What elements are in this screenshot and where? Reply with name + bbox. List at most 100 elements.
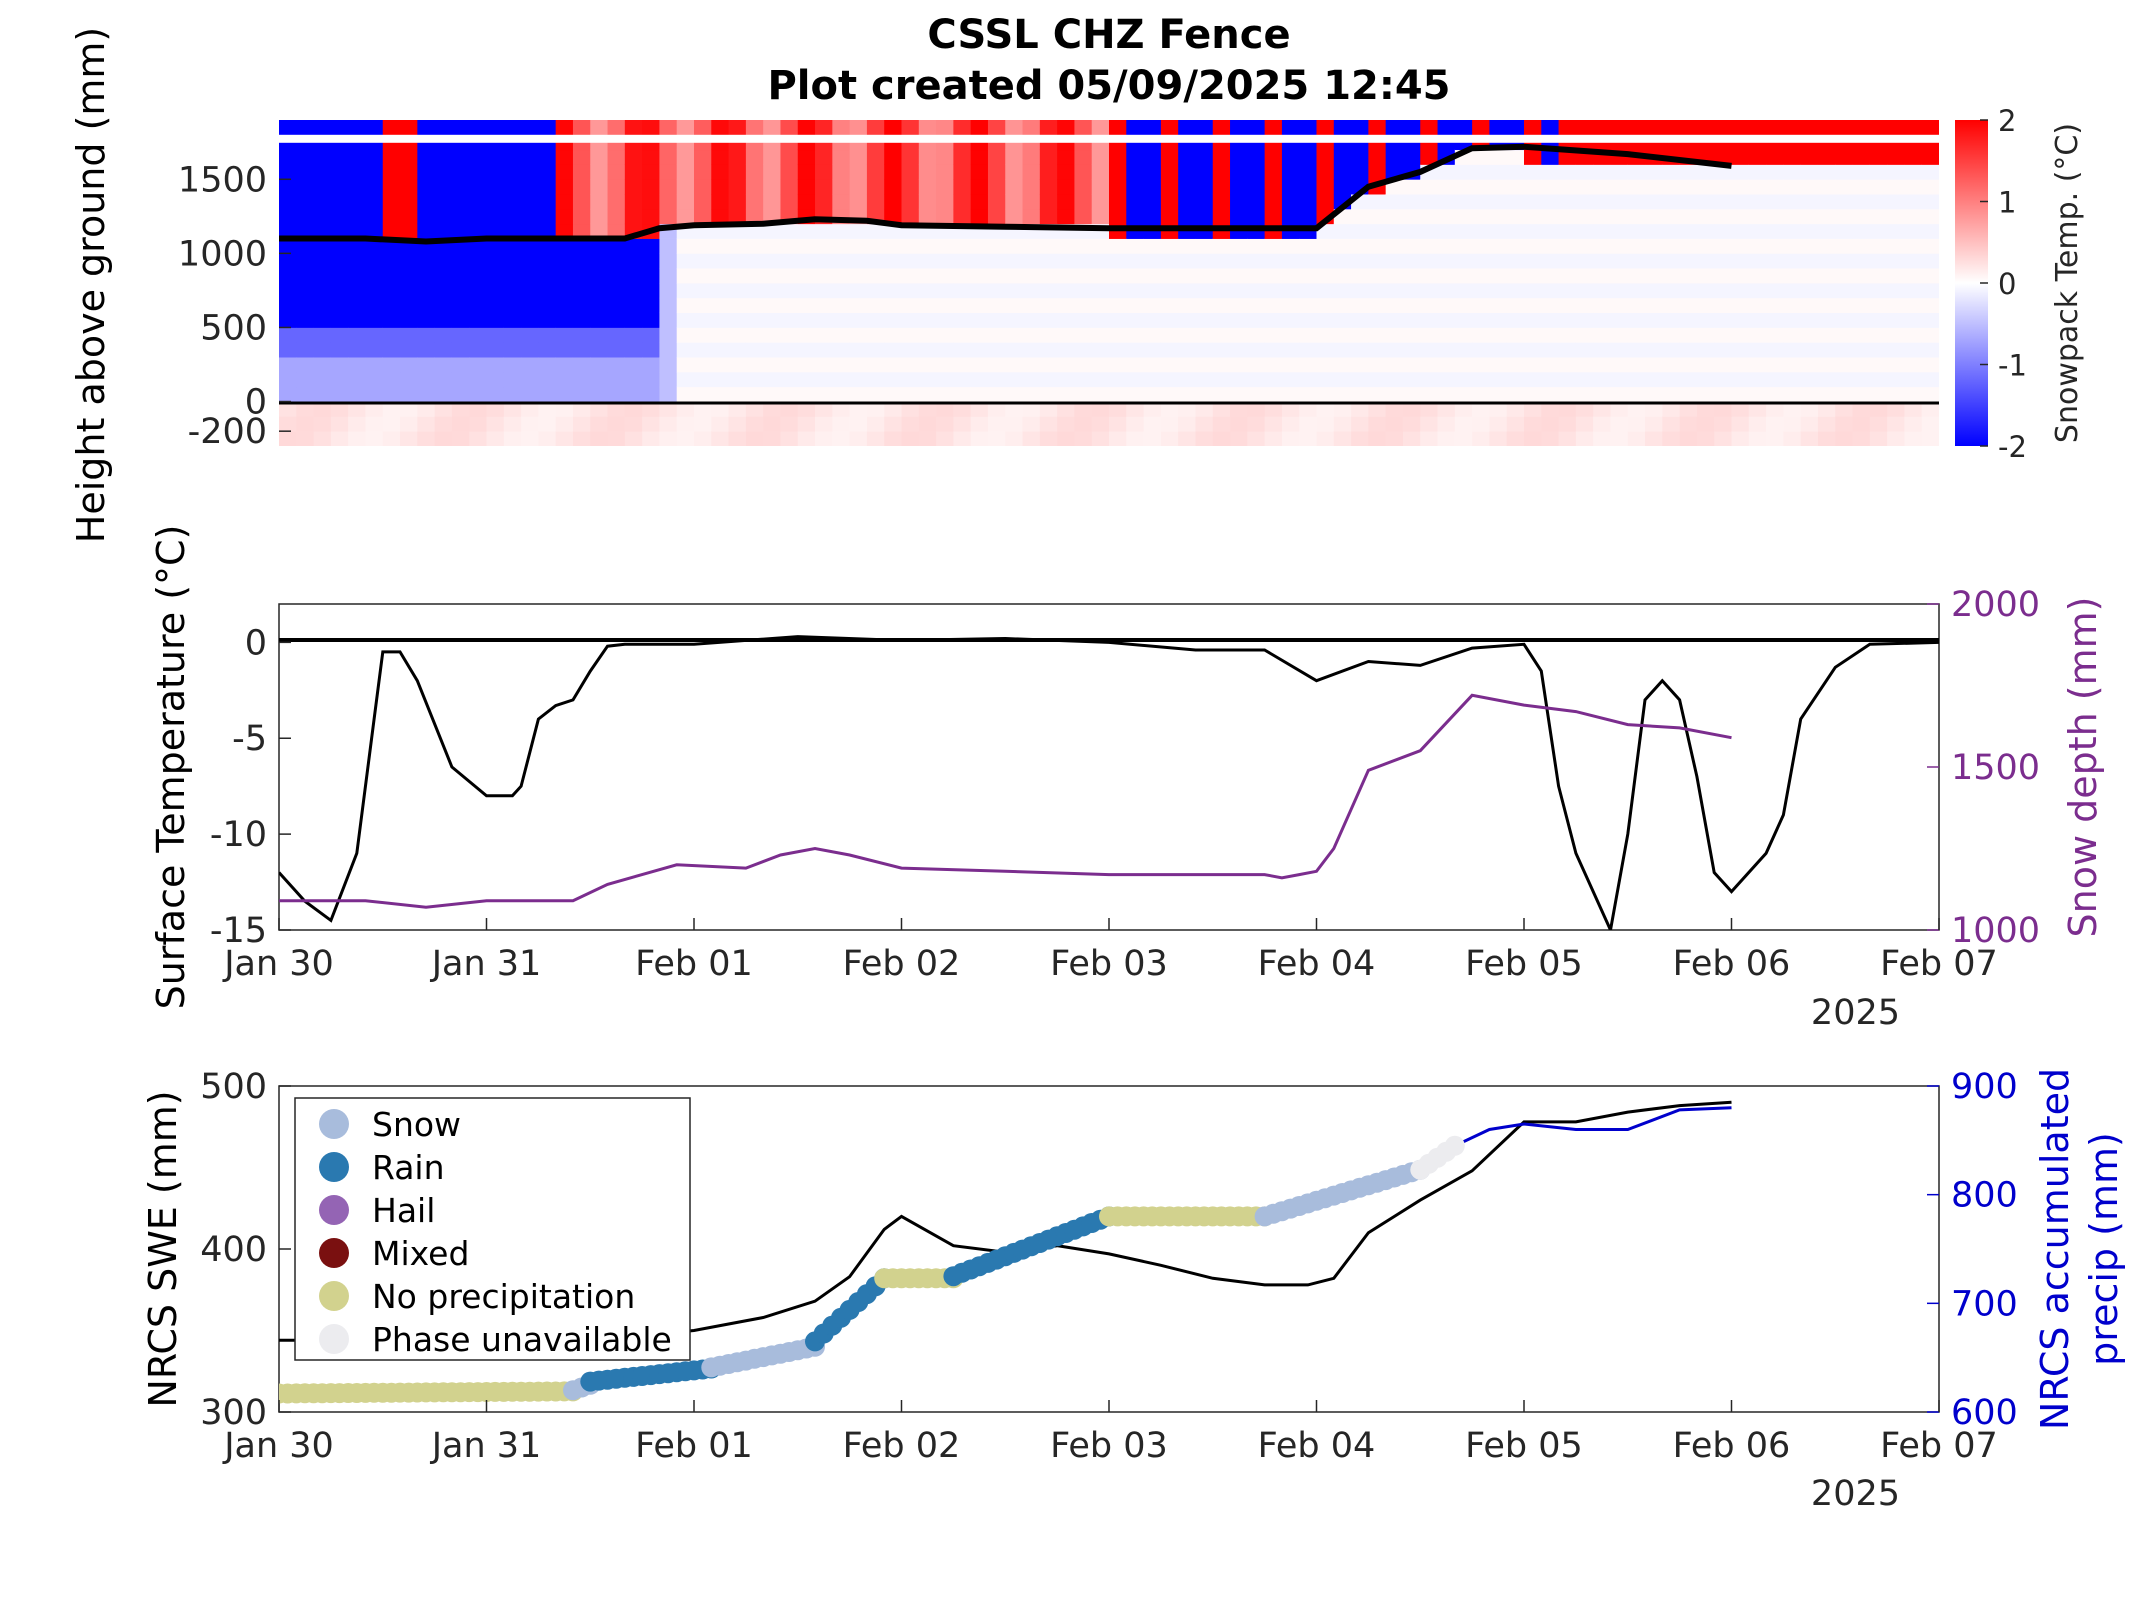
heatmap-cell xyxy=(1662,164,1681,180)
heatmap-cell xyxy=(434,401,453,417)
heatmap-cell xyxy=(382,223,401,239)
heatmap-cell xyxy=(486,120,505,136)
heatmap-cell xyxy=(1022,401,1041,417)
heatmap-cell xyxy=(1437,371,1456,388)
heatmap-cell xyxy=(1558,164,1577,180)
heatmap-cell xyxy=(1022,194,1041,210)
heatmap-cell xyxy=(330,357,349,373)
heatmap-cell xyxy=(1091,297,1110,314)
heatmap-cell xyxy=(1679,401,1698,417)
heatmap-cell xyxy=(330,371,349,388)
heatmap-cell xyxy=(797,194,816,210)
heatmap-cell xyxy=(1212,342,1231,358)
heatmap-cell xyxy=(901,149,920,165)
heatmap-cell xyxy=(694,327,712,343)
heatmap-cell xyxy=(1281,238,1300,254)
heatmap-cell xyxy=(763,120,782,136)
heatmap-cell xyxy=(1506,297,1525,314)
heatmap-cell xyxy=(555,357,574,373)
heatmap-cell xyxy=(970,342,989,358)
heatmap-cell xyxy=(330,386,349,402)
heatmap-cell xyxy=(451,283,470,299)
heatmap-cell xyxy=(1091,431,1110,446)
heatmap-cell xyxy=(434,283,453,299)
heatmap-cell xyxy=(797,223,816,239)
heatmap-cell xyxy=(694,283,712,299)
heatmap-cell xyxy=(555,164,574,180)
heatmap-cell xyxy=(1835,149,1854,165)
heatmap-cell xyxy=(797,268,816,284)
heatmap-cell xyxy=(1074,327,1093,343)
heatmap-cell xyxy=(970,253,989,269)
heatmap-cell xyxy=(918,386,937,402)
heatmap-cell xyxy=(1593,208,1612,225)
heatmap-cell xyxy=(279,179,297,195)
heatmap-cell xyxy=(1178,431,1197,446)
heatmap-cell xyxy=(503,327,522,343)
heatmap-cell xyxy=(1437,312,1456,328)
heatmap-cell xyxy=(780,223,799,239)
heatmap-cell xyxy=(884,386,903,402)
heatmap-cell xyxy=(1299,253,1318,269)
heatmap-cell xyxy=(1299,401,1318,417)
heatmap-cell xyxy=(936,208,954,225)
heatmap-cell xyxy=(1714,342,1733,358)
heatmap-cell xyxy=(1385,357,1404,373)
heatmap-cell xyxy=(1869,253,1888,269)
heatmap-cell xyxy=(1696,342,1715,358)
heatmap-cell xyxy=(296,120,315,136)
heatmap-cell xyxy=(780,253,799,269)
heatmap-cell xyxy=(884,357,903,373)
heatmap-cell xyxy=(469,223,488,239)
heatmap-cell xyxy=(763,371,782,388)
heatmap-cell xyxy=(1869,208,1888,225)
heatmap-cell xyxy=(1420,312,1439,328)
heatmap-cell xyxy=(1731,283,1750,299)
heatmap-cell xyxy=(279,164,297,180)
heatmap-cell xyxy=(503,297,522,314)
temperature-y-tick-label: -5 xyxy=(232,719,267,759)
heatmap-cell xyxy=(987,179,1006,195)
heatmap-cell xyxy=(1748,431,1767,446)
heatmap-cell xyxy=(659,327,678,343)
heatmap-cell xyxy=(1195,268,1214,284)
heatmap-cell xyxy=(296,238,315,254)
heatmap-cell xyxy=(884,371,903,388)
heatmap-cell xyxy=(451,431,470,446)
heatmap-cell xyxy=(330,194,349,210)
heatmap-cell xyxy=(1385,253,1404,269)
heatmap-cell xyxy=(330,283,349,299)
heatmap-cell xyxy=(1351,312,1369,328)
heatmap-cell xyxy=(780,179,799,195)
heatmap-cell xyxy=(1472,149,1491,165)
heatmap-cell xyxy=(866,312,885,328)
heatmap-cell xyxy=(1541,386,1560,402)
heatmap-cell xyxy=(486,342,505,358)
heatmap-cell xyxy=(1575,268,1594,284)
heatmap-cell xyxy=(417,149,436,165)
heatmap-cell xyxy=(1472,342,1491,358)
heatmap-cell xyxy=(382,194,401,210)
heatmap-cell xyxy=(348,312,367,328)
heatmap-cell xyxy=(1679,297,1698,314)
heatmap-cell xyxy=(296,149,315,165)
heatmap-cell xyxy=(607,283,626,299)
heatmap-cell xyxy=(1316,386,1335,402)
heatmap-cell xyxy=(659,416,678,432)
heatmap-cell xyxy=(1852,238,1871,254)
heatmap-cell xyxy=(1783,297,1802,314)
heatmap-cell xyxy=(1212,194,1231,210)
heatmap-cell xyxy=(1385,327,1404,343)
heatmap-cell xyxy=(1454,416,1473,432)
heatmap-cell xyxy=(1437,268,1456,284)
heatmap-cell xyxy=(1662,416,1681,432)
heatmap-cell xyxy=(1645,253,1663,269)
heatmap-cell xyxy=(607,431,626,446)
heatmap-cell xyxy=(348,416,367,432)
heatmap-cell xyxy=(1593,327,1612,343)
heatmap-cell xyxy=(417,386,436,402)
heatmap-cell xyxy=(624,149,643,165)
heatmap-cell xyxy=(832,283,851,299)
heatmap-cell xyxy=(1281,149,1300,165)
heatmap-cell xyxy=(1852,149,1871,165)
